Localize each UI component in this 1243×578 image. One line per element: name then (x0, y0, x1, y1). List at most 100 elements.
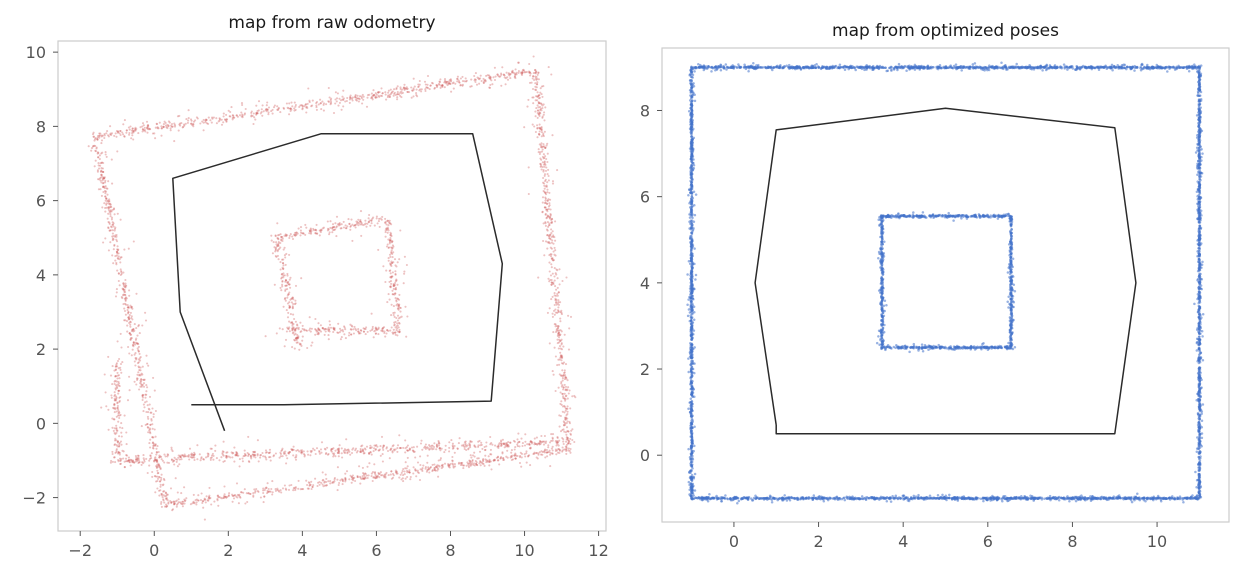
scan-point (348, 98, 351, 101)
scan-point (542, 450, 546, 453)
scan-point (380, 94, 384, 98)
scan-point (362, 472, 365, 475)
scan-point (470, 440, 473, 443)
scan-point (94, 136, 97, 140)
scan-point (362, 95, 365, 98)
scan-point (502, 73, 505, 76)
scan-point (116, 252, 119, 255)
scan-point (117, 248, 120, 251)
scan-point (102, 170, 105, 174)
scan-point (534, 72, 537, 75)
scan-point (374, 448, 377, 451)
scan-point (116, 374, 119, 377)
scan-point (124, 313, 127, 316)
scan-point (352, 477, 355, 480)
scan-point (265, 108, 268, 111)
scan-point (126, 306, 129, 309)
scan-point (107, 135, 110, 138)
scan-point (282, 107, 286, 110)
scan-point (356, 475, 359, 479)
scan-point (99, 162, 102, 165)
scan-point (540, 85, 543, 88)
scan-point (551, 272, 554, 275)
scan-point (109, 461, 112, 464)
scan-point (310, 344, 313, 347)
scan-point (117, 384, 120, 387)
scan-point (543, 182, 546, 185)
scan-point (322, 103, 325, 106)
scan-point (519, 451, 522, 454)
scan-point (293, 486, 296, 489)
scan-point (298, 348, 301, 351)
scan-point (388, 94, 391, 97)
scan-point (117, 272, 120, 275)
scan-point (209, 119, 212, 122)
scan-point (450, 79, 453, 82)
scan-point (128, 314, 131, 317)
scan-point (374, 92, 377, 95)
scan-point (113, 443, 117, 446)
scan-point (544, 191, 547, 194)
scan-point (282, 262, 285, 265)
scan-point (565, 443, 568, 446)
scan-point (353, 96, 357, 99)
scan-point (535, 451, 538, 454)
scan-point (124, 299, 127, 302)
scan-point (381, 92, 384, 95)
scan-point (309, 227, 312, 230)
scan-point (396, 93, 399, 96)
scan-point (243, 449, 246, 452)
scan-point (141, 461, 144, 464)
scan-point (111, 237, 114, 240)
scan-point (361, 476, 365, 480)
scan-point (175, 460, 178, 463)
scan-point (327, 338, 330, 341)
scan-point (567, 386, 570, 389)
scan-point (325, 451, 328, 455)
scan-point (567, 447, 570, 450)
scan-point (261, 451, 264, 455)
scan-point (469, 460, 472, 463)
scan-point (388, 239, 391, 242)
x-tick-label: 6 (983, 532, 993, 551)
scan-point (315, 447, 319, 450)
scan-point (287, 488, 291, 491)
scan-point (106, 199, 110, 202)
scan-point (543, 119, 546, 122)
scan-point (284, 288, 287, 291)
scan-point (341, 95, 344, 98)
scan-point (124, 282, 127, 285)
scan-point (119, 395, 122, 399)
scan-point (350, 218, 353, 221)
scan-point (548, 223, 551, 227)
scan-point (540, 102, 543, 105)
scan-point (359, 476, 362, 479)
scan-point (116, 245, 119, 248)
scan-point (277, 108, 280, 112)
scan-point (441, 84, 444, 87)
scan-point (127, 310, 130, 314)
scan-point (180, 456, 183, 459)
scan-point (303, 105, 306, 108)
scan-point (94, 159, 97, 162)
scan-point (228, 492, 231, 495)
scan-point (794, 66, 798, 70)
scan-point (527, 455, 530, 458)
scan-point (564, 418, 567, 421)
scan-point (414, 456, 417, 459)
scan-point (321, 100, 324, 103)
scan-point (561, 410, 564, 413)
scan-point (340, 108, 343, 111)
scan-point (333, 452, 336, 455)
scan-point (722, 64, 725, 68)
scan-point (116, 248, 119, 251)
scan-point (552, 281, 555, 284)
scan-point (343, 451, 346, 454)
scan-point (222, 496, 225, 500)
scan-point (333, 476, 336, 480)
scan-point (491, 443, 494, 446)
scan-point (399, 86, 402, 89)
scan-point (239, 491, 243, 494)
scan-point (148, 431, 152, 434)
scan-point (556, 309, 560, 312)
